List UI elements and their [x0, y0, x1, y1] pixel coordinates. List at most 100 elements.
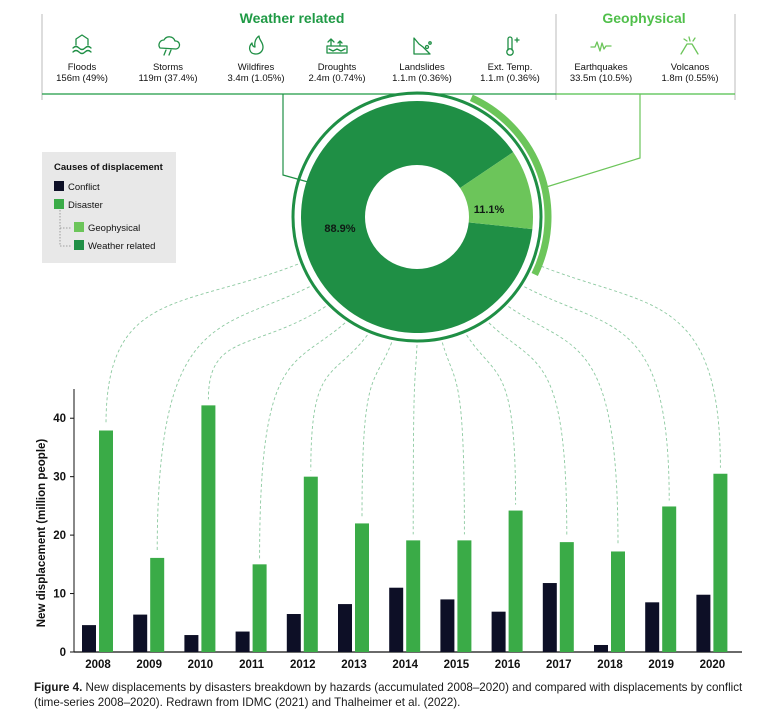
bar-disaster-2011 [252, 564, 267, 652]
connector-2014 [412, 344, 418, 535]
hazard-value: 2.4m (0.74%) [308, 73, 365, 84]
year-connectors [105, 263, 721, 559]
donut-chart: 88.9% 11.1% [291, 91, 552, 343]
bar-disaster-2015 [457, 540, 472, 652]
connector-2009 [156, 286, 310, 552]
x-tick-label: 2008 [85, 659, 111, 671]
hazard-name: Ext. Temp. [488, 62, 533, 73]
y-tick-label: 10 [53, 589, 66, 601]
bar-conflict-2015 [440, 599, 455, 652]
x-tick-label: 2011 [239, 659, 265, 671]
hazard-name: Storms [153, 62, 183, 73]
y-tick-label: 30 [53, 472, 66, 484]
bar-conflict-2011 [235, 631, 250, 652]
connector-2018 [508, 306, 619, 546]
connector-2017 [488, 322, 568, 537]
hazard-value: 1.1.m (0.36%) [392, 73, 452, 84]
bar-disaster-2020 [713, 473, 728, 652]
x-tick-label: 2009 [136, 659, 162, 671]
legend-swatch-conflict [54, 181, 64, 191]
connector-2015 [441, 342, 465, 535]
donut-label-geophysical: 11.1% [474, 204, 505, 216]
connector-2008 [105, 263, 299, 425]
weather-title: Weather related [240, 10, 345, 26]
bar-disaster-2008 [99, 430, 113, 652]
geo-title: Geophysical [602, 10, 685, 26]
hazard-item-ext-temp-: Ext. Temp.1.1.m (0.36%) [480, 36, 540, 84]
bar-disaster-2013 [355, 523, 369, 652]
geo-connector [542, 94, 641, 189]
donut-outer-ring [291, 91, 543, 343]
connector-2010 [207, 306, 326, 400]
connector-2012 [310, 334, 368, 471]
hazard-value: 1.1.m (0.36%) [480, 73, 540, 84]
y-tick-label: 20 [53, 530, 66, 542]
bar-disaster-2009 [150, 557, 165, 652]
connector-2020 [535, 263, 721, 468]
bar-disaster-2012 [303, 476, 318, 652]
hazard-name: Wildfires [238, 62, 275, 73]
bar-conflict-2019 [645, 602, 660, 652]
bar-conflict-2010 [184, 635, 199, 652]
hazard-name: Floods [68, 62, 97, 73]
connector-2019 [524, 286, 670, 501]
figure-caption: Figure 4. New displacements by disasters… [34, 680, 754, 710]
x-tick-label: 2015 [444, 659, 470, 671]
geophysical-outer-arc [469, 94, 552, 277]
y-axis: 0 10 20 30 40 [53, 389, 75, 659]
x-tick-label: 2010 [188, 659, 214, 671]
x-tick-label: 2020 [700, 659, 726, 671]
landslide-icon [413, 37, 432, 55]
hazard-value: 1.8m (0.55%) [661, 73, 718, 84]
legend-swatch-disaster [54, 199, 64, 209]
bar-conflict-2016 [491, 611, 506, 652]
caption-label: Figure 4. [34, 681, 83, 694]
hazard-name: Droughts [318, 62, 357, 73]
drought-icon [326, 38, 348, 54]
bar-disaster-2018 [611, 551, 625, 652]
bar-disaster-2016 [508, 510, 523, 652]
thermometer-icon [506, 36, 520, 56]
bar-conflict-2012 [286, 614, 301, 652]
y-axis-label: New displacement (million people) [36, 439, 48, 628]
x-tick-label: 2016 [495, 659, 521, 671]
legend: Causes of displacement Conflict Disaster… [42, 152, 176, 263]
bar-conflict-2018 [594, 644, 608, 652]
bars [82, 405, 728, 652]
bar-disaster-2014 [406, 540, 421, 652]
volcano-icon [680, 36, 699, 55]
legend-label-conflict: Conflict [68, 182, 100, 193]
x-tick-label: 2013 [341, 659, 367, 671]
legend-box [42, 152, 176, 263]
hazard-name: Earthquakes [574, 62, 628, 73]
hazard-value: 156m (49%) [56, 73, 108, 84]
bar-disaster-2017 [559, 542, 574, 652]
hazard-value: 33.5m (10.5%) [570, 73, 632, 84]
wildfire-icon [249, 35, 264, 55]
x-tick-label: 2014 [392, 659, 418, 671]
earthquake-icon [590, 41, 612, 52]
x-tick-label: 2018 [597, 659, 623, 671]
storm-icon [158, 36, 181, 56]
donut-hole [365, 165, 469, 269]
y-tick-label: 40 [53, 413, 66, 425]
bar-conflict-2009 [133, 614, 148, 652]
x-tick-label: 2019 [648, 659, 674, 671]
connector-2016 [466, 334, 517, 505]
flood-icon [72, 34, 92, 55]
bar-conflict-2017 [542, 583, 557, 652]
bar-conflict-2014 [389, 587, 404, 652]
hazard-name: Landslides [399, 62, 445, 73]
hazard-value: 119m (37.4%) [139, 73, 198, 84]
bar-conflict-2020 [696, 594, 711, 652]
x-tick-label: 2017 [546, 659, 572, 671]
x-tick-label: 2012 [290, 659, 316, 671]
